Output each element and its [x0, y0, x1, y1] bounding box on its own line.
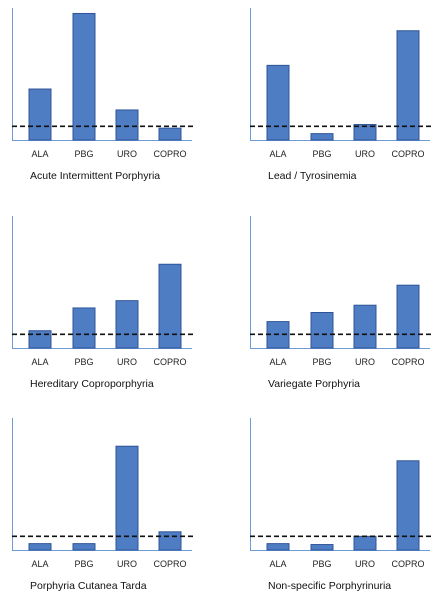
- category-label: URO: [117, 357, 137, 367]
- chart-panel: ALA PBG URO COPRO Non-specific Porphyrinuria: [250, 410, 448, 605]
- chart-panel: ALA PBG URO COPRO Hereditary Coproporphyria: [12, 208, 212, 403]
- chart-title: Lead / Tyrosinemia: [268, 170, 357, 182]
- category-label: COPRO: [391, 559, 425, 569]
- bar-uro: [115, 109, 139, 141]
- bar-pbg: [72, 12, 96, 141]
- bar-uro: [115, 445, 139, 551]
- category-label: PBG: [74, 357, 94, 367]
- chart-title: Non-specific Porphyrinuria: [268, 580, 392, 592]
- bar-uro: [115, 300, 139, 349]
- bar-uro: [353, 124, 377, 141]
- category-label: PBG: [312, 357, 332, 367]
- category-label: URO: [355, 357, 375, 367]
- bar-ala: [266, 543, 290, 551]
- bar-uro: [353, 535, 377, 551]
- chart-plot: [250, 216, 434, 349]
- chart-plot: [12, 8, 196, 141]
- chart-plot: [250, 8, 434, 141]
- chart-title: Variegate Porphyria: [268, 378, 361, 390]
- category-label: COPRO: [153, 149, 187, 159]
- category-label: URO: [117, 149, 137, 159]
- chart-panel: ALA PBG URO COPRO Lead / Tyrosinemia: [250, 0, 448, 195]
- bar-pbg: [310, 311, 334, 349]
- chart-title: Acute Intermittent Porphyria: [30, 170, 161, 182]
- chart-plot: [12, 216, 196, 349]
- category-label: COPRO: [391, 357, 425, 367]
- bar-copro: [396, 30, 420, 141]
- category-label: ALA: [269, 149, 287, 159]
- bar-copro: [158, 263, 182, 349]
- chart-plot: [12, 418, 196, 551]
- category-label: ALA: [269, 357, 287, 367]
- bar-ala: [266, 64, 290, 141]
- chart-panel: ALA PBG URO COPRO Variegate Porphyria: [250, 208, 448, 403]
- category-label: URO: [117, 559, 137, 569]
- category-label: COPRO: [153, 559, 187, 569]
- category-label: COPRO: [391, 149, 425, 159]
- bar-copro: [396, 460, 420, 551]
- chart-panel: ALA PBG URO COPRO Porphyria Cutanea Tarda: [12, 410, 212, 605]
- bar-ala: [28, 330, 52, 349]
- bar-pbg: [72, 307, 96, 349]
- bar-copro: [396, 284, 420, 349]
- category-label: ALA: [31, 357, 49, 367]
- category-label: PBG: [74, 559, 94, 569]
- chart-plot: [250, 418, 434, 551]
- bar-pbg: [310, 544, 334, 551]
- category-label: ALA: [31, 149, 49, 159]
- bar-copro: [158, 531, 182, 551]
- category-label: ALA: [31, 559, 49, 569]
- bar-copro: [158, 127, 182, 141]
- category-label: ALA: [269, 559, 287, 569]
- category-label: PBG: [312, 559, 332, 569]
- bar-uro: [353, 304, 377, 349]
- category-label: URO: [355, 149, 375, 159]
- chart-title: Hereditary Coproporphyria: [30, 378, 154, 390]
- category-label: PBG: [74, 149, 94, 159]
- bar-ala: [28, 88, 52, 141]
- bar-pbg: [310, 133, 334, 141]
- chart-title: Porphyria Cutanea Tarda: [30, 580, 147, 592]
- category-label: URO: [355, 559, 375, 569]
- chart-panel: ALA PBG URO COPRO Acute Intermittent Porphyr…: [12, 0, 212, 195]
- category-label: PBG: [312, 149, 332, 159]
- bar-ala: [28, 543, 52, 551]
- category-label: COPRO: [153, 357, 187, 367]
- bar-pbg: [72, 543, 96, 551]
